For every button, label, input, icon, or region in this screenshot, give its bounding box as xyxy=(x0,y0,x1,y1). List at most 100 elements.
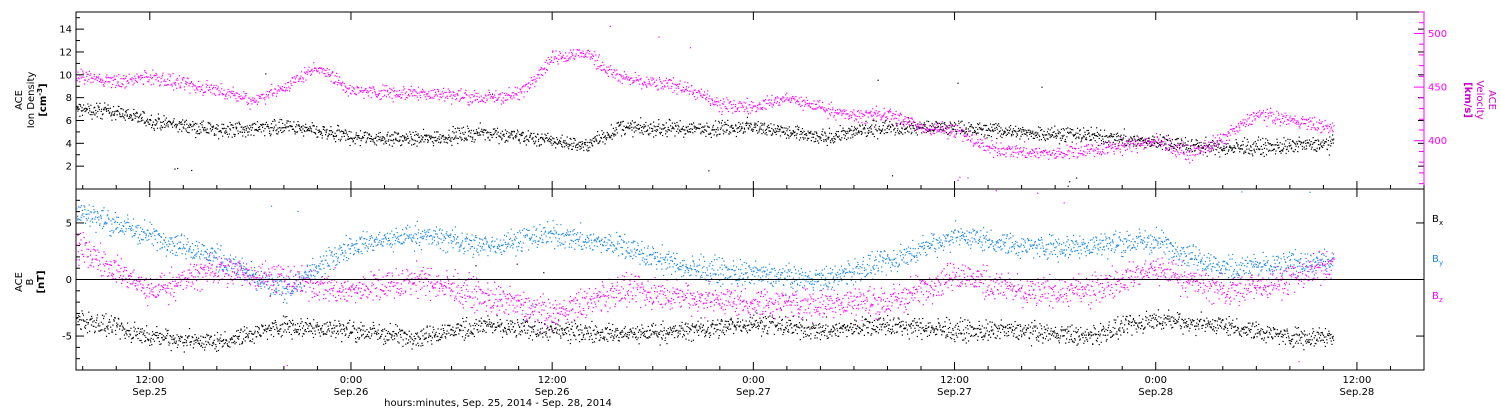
velocity-point xyxy=(579,52,581,54)
density-point xyxy=(120,116,122,118)
density-point xyxy=(597,142,599,145)
velocity-point xyxy=(559,52,562,54)
density-point xyxy=(322,128,324,130)
velocity-point xyxy=(650,77,652,79)
velocity-point xyxy=(786,97,788,99)
velocity-point xyxy=(1262,112,1264,114)
density-point xyxy=(684,133,686,135)
velocity-point xyxy=(470,94,472,96)
velocity-point xyxy=(1328,126,1330,128)
density-point xyxy=(1087,129,1089,132)
velocity-point xyxy=(751,107,753,109)
density-point xyxy=(1106,141,1108,144)
density-point xyxy=(462,132,464,134)
density-point xyxy=(329,130,331,132)
density-point xyxy=(357,135,359,137)
density-point xyxy=(382,136,384,138)
density-point xyxy=(645,121,647,124)
velocity-point xyxy=(457,94,459,96)
density-point xyxy=(813,136,815,138)
velocity-point xyxy=(1158,138,1160,140)
density-point xyxy=(880,129,882,131)
density-point xyxy=(952,128,955,130)
velocity-point xyxy=(845,113,847,115)
density-point xyxy=(1133,135,1136,137)
density-point xyxy=(1294,149,1296,151)
density-point xyxy=(1159,144,1161,146)
velocity-point xyxy=(481,99,483,101)
density-point xyxy=(994,129,996,131)
density-point xyxy=(803,130,805,132)
density-point xyxy=(869,131,871,133)
density-point xyxy=(280,129,282,131)
velocity-point xyxy=(741,102,743,104)
density-point xyxy=(447,138,449,140)
velocity-point xyxy=(797,101,799,103)
velocity-point xyxy=(327,72,329,74)
density-point xyxy=(975,126,977,128)
velocity-point xyxy=(320,67,322,70)
velocity-point xyxy=(823,107,825,109)
density-point xyxy=(880,132,882,134)
velocity-point xyxy=(219,91,221,93)
velocity-point xyxy=(355,93,357,95)
density-point xyxy=(824,132,826,135)
velocity-point xyxy=(717,100,719,102)
density-point xyxy=(517,131,519,133)
density-point xyxy=(822,134,824,136)
velocity-point xyxy=(200,88,202,90)
velocity-point xyxy=(700,94,702,96)
density-point xyxy=(1280,152,1282,154)
velocity-point xyxy=(439,96,441,98)
density-point xyxy=(808,137,810,140)
density-point xyxy=(1021,129,1023,131)
density-point xyxy=(710,133,712,135)
density-point xyxy=(1084,131,1086,133)
density-point xyxy=(479,134,481,136)
density-point xyxy=(923,124,926,126)
velocity-point xyxy=(218,94,220,96)
density-point xyxy=(1005,134,1007,136)
velocity-point xyxy=(451,103,453,105)
density-point xyxy=(1065,128,1067,130)
density-point xyxy=(85,107,87,109)
velocity-point xyxy=(1042,150,1044,152)
velocity-point xyxy=(1050,154,1052,156)
velocity-point xyxy=(822,101,824,104)
velocity-point xyxy=(835,119,837,121)
density-point xyxy=(164,126,166,128)
density-point xyxy=(509,135,511,137)
density-point xyxy=(155,119,157,121)
velocity-point xyxy=(212,86,215,89)
velocity-point xyxy=(234,95,236,97)
density-point xyxy=(653,125,655,127)
velocity-point xyxy=(170,74,172,76)
velocity-point xyxy=(1293,118,1295,120)
velocity-point xyxy=(743,101,745,103)
density-point xyxy=(1330,145,1332,147)
velocity-point xyxy=(712,103,714,106)
density-point xyxy=(330,130,332,132)
velocity-point xyxy=(815,108,817,110)
density-point xyxy=(220,132,222,134)
velocity-point xyxy=(984,149,986,151)
velocity-point xyxy=(1305,118,1308,120)
density-point xyxy=(489,134,491,136)
velocity-point xyxy=(279,86,281,88)
density-point xyxy=(92,111,95,113)
velocity-point xyxy=(209,86,211,89)
density-point xyxy=(1045,134,1047,136)
velocity-point xyxy=(1094,155,1096,158)
density-point xyxy=(1035,131,1037,133)
density-point xyxy=(1301,142,1303,144)
velocity-point xyxy=(872,108,874,110)
velocity-point xyxy=(448,92,450,94)
density-point xyxy=(542,138,544,140)
velocity-point xyxy=(196,88,198,90)
density-point xyxy=(1187,149,1189,151)
velocity-point xyxy=(353,87,355,89)
density-point xyxy=(1043,136,1045,138)
density-point xyxy=(991,126,993,128)
density-point xyxy=(969,126,971,128)
density-point xyxy=(792,132,794,135)
